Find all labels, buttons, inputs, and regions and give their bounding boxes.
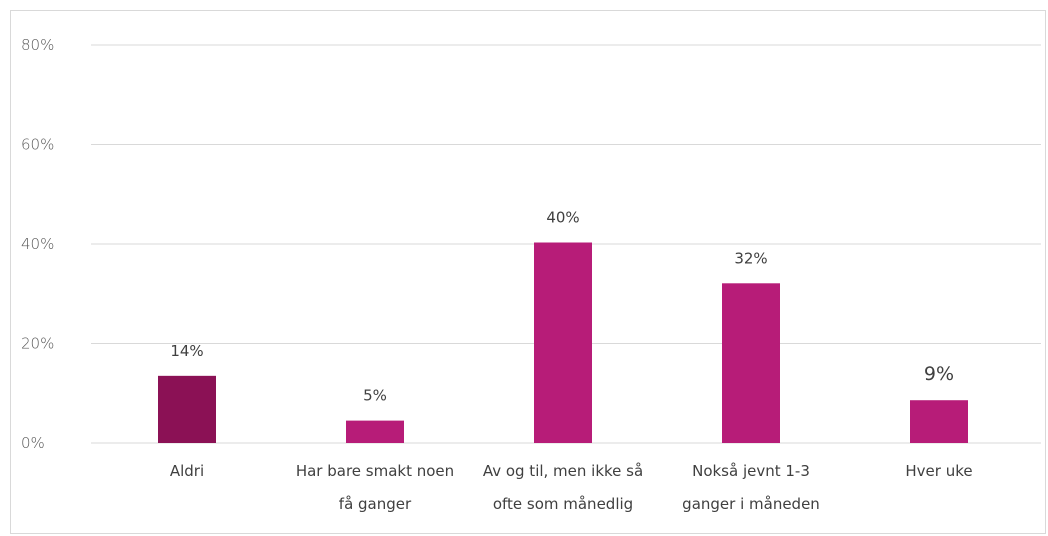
x-category-label: Hver uke xyxy=(905,462,972,480)
bar xyxy=(158,375,216,443)
bars xyxy=(158,242,968,443)
data-label: 9% xyxy=(924,363,954,385)
bar xyxy=(346,420,404,443)
x-category-label: Har bare smakt noen xyxy=(296,462,454,480)
data-labels: 14% 5% 40% 32% 9% xyxy=(170,209,954,405)
y-axis-tick-labels: 0% 20% 40% 60% 80% xyxy=(21,36,54,452)
data-label: 14% xyxy=(170,342,203,360)
x-axis-category-labels: Aldri Har bare smakt noen få ganger Av og t… xyxy=(170,462,973,513)
data-label: 40% xyxy=(546,209,579,227)
bar-chart: 0% 20% 40% 60% 80% 14% 5% 40% 32% 9% Aldri Har ba… xyxy=(21,36,1041,513)
bar xyxy=(534,242,592,443)
x-category-label: Av og til, men ikke så xyxy=(483,462,643,480)
y-tick-label: 0% xyxy=(21,434,45,452)
bar xyxy=(910,400,968,443)
x-category-label: Aldri xyxy=(170,462,204,480)
data-label: 5% xyxy=(363,387,387,405)
x-category-label: ofte som månedlig xyxy=(493,495,633,513)
bar xyxy=(722,283,780,443)
chart-frame: 0% 20% 40% 60% 80% 14% 5% 40% 32% 9% Aldri Har ba… xyxy=(10,10,1046,534)
x-category-label: ganger i måneden xyxy=(682,495,820,513)
y-tick-label: 80% xyxy=(21,36,54,54)
y-tick-label: 20% xyxy=(21,335,54,353)
y-tick-label: 60% xyxy=(21,136,54,154)
x-category-label: få ganger xyxy=(339,495,412,513)
data-label: 32% xyxy=(734,249,767,267)
y-tick-label: 40% xyxy=(21,235,54,253)
x-category-label: Nokså jevnt 1-3 xyxy=(692,462,810,480)
